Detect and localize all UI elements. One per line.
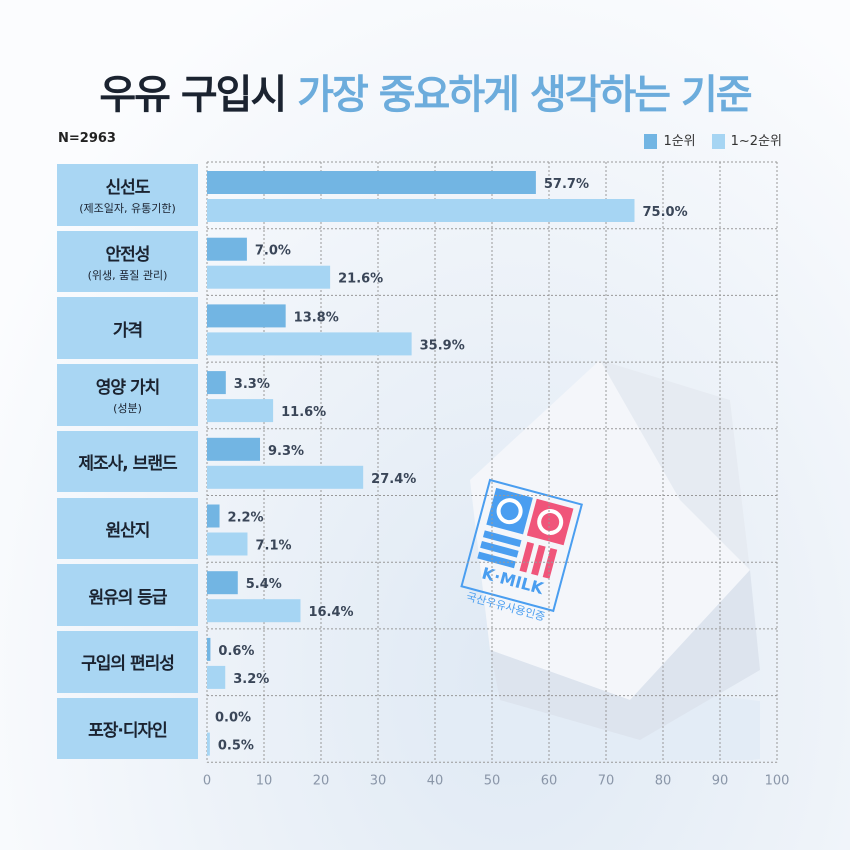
legend-label: 1~2순위 [730,134,782,149]
bar-top1 [207,437,261,461]
data-label: 5.4% [246,577,282,592]
category-label: 가격 [57,297,198,360]
data-label: 75.0% [643,205,688,220]
data-label: 21.6% [338,272,383,287]
x-tick-label: 80 [655,773,672,788]
x-tick-label: 10 [256,773,273,788]
category-main: 영양 가치 [95,378,160,399]
category-main: 신선도 [105,178,151,199]
data-label: 0.0% [215,711,251,726]
category-label: 안전성 (위생, 품질 관리) [57,230,198,293]
category-main: 원유의 등급 [88,587,167,608]
category-main: 구입의 편리성 [81,654,175,675]
data-label: 7.1% [255,539,291,554]
category-label: 제조사, 브랜드 [57,430,198,493]
bar-top2 [207,332,412,356]
category-sub: (위생, 품질 관리) [87,269,168,283]
x-tick-label: 30 [370,773,387,788]
category-label: 신선도 (제조일자, 유통기한) [57,164,198,226]
category-main: 제조사, 브랜드 [78,454,177,475]
legend-swatch [711,134,725,149]
category-label: 영양 가치 (성분) [57,364,198,426]
bar-top1 [207,571,238,595]
category-sub: (제조일자, 유통기한) [79,202,176,216]
bar-top2 [207,265,331,289]
data-label: 11.6% [281,405,326,420]
milk-carton-image: K·MILK 국산우유사용인증 [430,360,760,760]
data-label: 35.9% [420,338,465,353]
data-label: 0.5% [218,739,254,754]
category-label: 구입의 편리성 [57,630,198,693]
x-tick-label: 40 [427,773,444,788]
x-tick-label: 90 [712,773,729,788]
title-part2: 가장 중요하게 생각하는 기준 [297,72,752,118]
bar-top2 [207,665,226,689]
bar-top2 [207,732,210,756]
legend: 1순위 1~2순위 [644,130,782,149]
category-sub: (성분) [113,402,142,416]
data-label: 2.2% [228,511,264,526]
legend-item-1: 1순위 [644,130,696,149]
bar-top2 [207,199,635,222]
title-part1: 우유 구입시 [99,72,287,118]
category-label: 원유의 등급 [57,564,198,626]
category-label: 포장·디자인 [57,697,198,760]
bar-top1 [207,637,211,661]
bar-top2 [207,599,301,623]
bar-top1 [207,371,226,395]
data-label: 13.8% [294,310,339,325]
data-label: 57.7% [544,177,589,192]
category-main: 원산지 [105,520,151,541]
bar-top1 [207,171,536,194]
bar-top2 [207,465,364,489]
bar-top1 [207,304,286,328]
x-tick-label: 70 [598,773,615,788]
data-label: 3.3% [234,377,270,392]
category-label: 원산지 [57,497,198,560]
data-label: 16.4% [308,605,353,620]
bar-top1 [207,237,247,261]
x-tick-label: 50 [484,773,501,788]
page-title: 우유 구입시 가장 중요하게 생각하는 기준 [0,62,850,120]
x-tick-label: 60 [541,773,558,788]
x-tick-label: 20 [313,773,330,788]
data-label: 0.6% [218,644,254,659]
category-main: 포장·디자인 [88,720,168,741]
data-label: 3.2% [233,672,269,687]
bar-top2 [207,532,248,556]
legend-swatch [644,134,658,149]
bar-top1 [207,504,220,528]
data-label: 9.3% [268,444,304,459]
category-main: 안전성 [105,245,151,266]
legend-label: 1순위 [663,134,696,149]
legend-item-2: 1~2순위 [711,130,782,149]
sample-size: N=2963 [58,131,116,146]
x-tick-label: 100 [765,773,790,788]
bar-top2 [207,399,274,423]
x-tick-label: 0 [203,773,211,788]
category-main: 가격 [112,320,143,341]
data-label: 7.0% [255,244,291,259]
data-label: 27.4% [371,472,416,487]
